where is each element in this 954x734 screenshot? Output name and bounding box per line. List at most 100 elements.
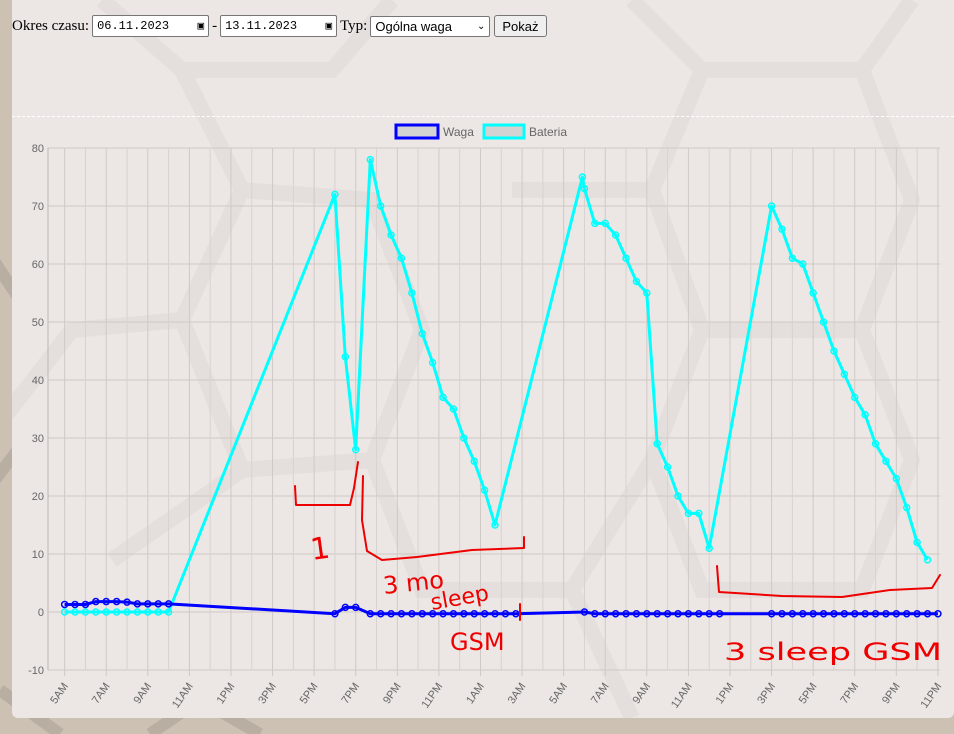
data-point-waga — [778, 609, 786, 618]
data-point-bateria — [491, 521, 499, 529]
data-point-waga — [60, 600, 69, 609]
type-label: Typ: — [340, 17, 368, 34]
x-tick-label: 1PM — [215, 681, 238, 706]
y-tick-label: 40 — [32, 375, 44, 387]
data-point-waga — [767, 609, 776, 618]
data-point-waga — [164, 600, 173, 608]
data-point-bateria — [351, 445, 360, 454]
data-point-waga — [934, 609, 942, 618]
data-point-waga — [92, 597, 100, 606]
date-from-input[interactable]: 06.11.2023 ▣ — [92, 15, 210, 37]
y-tick-label: 50 — [32, 317, 44, 329]
x-tick-label: 7PM — [339, 681, 362, 706]
data-point-waga — [923, 609, 932, 618]
legend-swatch-bateria[interactable] — [482, 123, 526, 140]
data-point-waga — [512, 609, 520, 618]
x-tick-label: 11AM — [669, 681, 695, 711]
data-point-bateria — [144, 608, 152, 616]
data-point-bateria — [643, 289, 651, 297]
data-point-waga — [397, 609, 406, 618]
date-range-controls: Okres czasu: 06.11.2023 ▣ - 13.11.2023 ▣… — [12, 15, 547, 37]
annotation-gsm: GSM — [450, 628, 505, 656]
data-point-bateria — [778, 225, 786, 233]
data-point-waga — [902, 609, 911, 618]
calendar-icon[interactable]: ▣ — [197, 21, 205, 33]
data-point-bateria — [840, 370, 849, 378]
data-point-bateria — [830, 347, 838, 355]
data-point-bateria — [112, 608, 121, 616]
data-point-waga — [840, 609, 849, 618]
data-point-waga — [580, 608, 589, 616]
data-point-waga — [439, 609, 447, 618]
calendar-icon[interactable]: ▣ — [325, 21, 333, 33]
chart-series — [60, 155, 942, 618]
data-point-waga — [428, 609, 437, 618]
data-point-bateria — [913, 538, 921, 547]
data-point-waga — [715, 609, 724, 618]
data-point-waga — [351, 603, 360, 612]
x-tick-label: 5PM — [797, 681, 820, 706]
y-tick-label: 20 — [32, 491, 44, 503]
data-point-bateria — [92, 608, 100, 616]
data-point-bateria — [408, 289, 416, 297]
data-point-waga — [851, 609, 859, 618]
data-point-bateria — [470, 457, 478, 465]
x-tick-label: 11AM — [170, 681, 196, 711]
annotation-bracket — [361, 475, 525, 561]
data-point-bateria — [695, 509, 703, 518]
data-point-waga — [830, 609, 838, 618]
data-point-waga — [695, 609, 703, 618]
data-point-bateria — [428, 358, 437, 367]
data-point-waga — [491, 609, 499, 618]
y-tick-label: 30 — [32, 433, 44, 445]
data-point-bateria — [871, 440, 880, 448]
data-point-bateria — [580, 184, 589, 193]
show-button[interactable]: Pokaż — [494, 15, 547, 37]
data-point-bateria — [611, 231, 620, 239]
legend-label-bateria[interactable]: Bateria — [529, 125, 567, 139]
data-point-bateria — [387, 231, 395, 239]
data-point-waga — [684, 609, 693, 618]
data-point-bateria — [601, 219, 609, 228]
x-tick-label: 1AM — [464, 681, 487, 706]
data-point-waga — [591, 609, 599, 618]
data-point-bateria — [705, 544, 713, 552]
x-tick-label: 9PM — [880, 681, 903, 706]
date-to-input[interactable]: 13.11.2023 ▣ — [220, 15, 338, 37]
data-point-waga — [418, 609, 427, 618]
y-tick-label: 60 — [32, 259, 44, 271]
data-point-bateria — [480, 486, 489, 494]
data-point-bateria — [60, 608, 69, 616]
data-point-waga — [123, 598, 131, 606]
series-line-bateria — [64, 158, 929, 614]
data-point-bateria — [449, 405, 458, 413]
x-tick-label: 9PM — [381, 681, 404, 706]
data-point-bateria — [366, 155, 375, 164]
data-point-bateria — [622, 254, 630, 262]
data-point-waga — [799, 609, 807, 618]
x-tick-label: 1PM — [714, 681, 737, 706]
data-point-bateria — [164, 608, 173, 616]
data-point-bateria — [851, 393, 859, 402]
data-point-bateria — [892, 474, 901, 483]
data-point-waga — [470, 609, 478, 618]
y-tick-label: 70 — [32, 201, 44, 213]
data-point-bateria — [809, 289, 817, 297]
data-point-bateria — [632, 277, 641, 286]
legend-swatch-waga[interactable] — [394, 123, 440, 140]
date-to-value: 13.11.2023 — [225, 19, 298, 33]
data-point-bateria — [102, 608, 110, 616]
data-point-bateria — [418, 329, 427, 338]
y-tick-label: -10 — [28, 665, 44, 677]
x-tick-label: 7AM — [90, 681, 113, 706]
data-point-waga — [449, 609, 458, 618]
x-tick-label: 7AM — [589, 681, 612, 706]
data-point-bateria — [123, 608, 131, 616]
data-point-waga — [632, 609, 641, 618]
legend-label-waga[interactable]: Waga — [443, 125, 474, 139]
data-point-bateria — [376, 202, 385, 210]
data-point-waga — [480, 609, 489, 618]
type-select[interactable]: Ogólna waga ⌄ — [370, 15, 491, 37]
chevron-down-icon: ⌄ — [476, 20, 486, 32]
annotation-bracket — [716, 565, 941, 598]
